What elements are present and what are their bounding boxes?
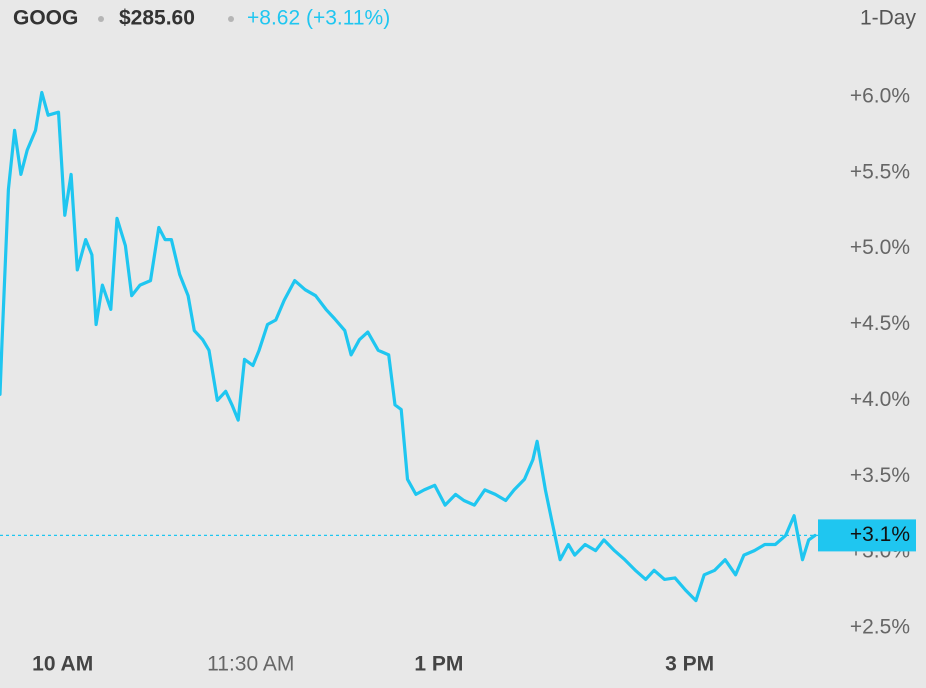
y-tick-label: +5.5%	[850, 160, 910, 183]
separator	[228, 16, 234, 22]
symbol: GOOG	[13, 7, 78, 30]
x-tick-label: 1 PM	[414, 653, 463, 676]
x-tick-label: 11:30 AM	[207, 653, 294, 676]
x-tick-label: 10 AM	[32, 653, 93, 676]
y-tick-label: +2.5%	[850, 615, 910, 638]
y-tick-label: +6.0%	[850, 85, 910, 108]
price: $285.60	[119, 7, 195, 30]
reference-label: +3.1%	[850, 523, 910, 546]
y-tick-label: +5.0%	[850, 236, 910, 259]
price-line	[0, 90, 817, 603]
y-tick-label: +4.0%	[850, 388, 910, 411]
y-tick-label: +3.5%	[850, 464, 910, 487]
reference-label-box	[818, 519, 916, 552]
separator	[98, 16, 104, 22]
x-tick-label: 3 PM	[665, 653, 714, 676]
period: 1-Day	[860, 7, 917, 30]
change: +8.62 (+3.11%)	[247, 7, 390, 30]
y-tick-label: +4.5%	[850, 312, 910, 335]
